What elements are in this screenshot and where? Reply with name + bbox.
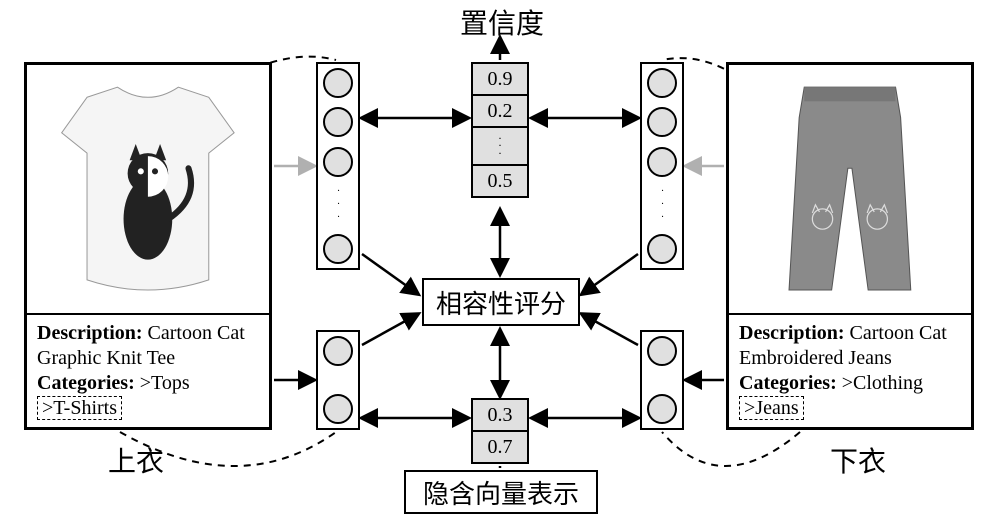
conf-value: 0.2 (471, 94, 529, 128)
top-item-card: Description: Cartoon Cat Graphic Knit Te… (24, 62, 272, 430)
bottom-item-image (729, 65, 971, 313)
bottom-item-label: 下衣 (830, 440, 886, 480)
latent-value: 0.3 (471, 398, 529, 432)
bottom-item-card: Description: Cartoon Cat Embroidered Jea… (726, 62, 974, 430)
cat-path: >Tops (140, 372, 190, 394)
cat-label: Categories: (37, 372, 135, 394)
bottom-item-text: Description: Cartoon Cat Embroidered Jea… (729, 313, 971, 427)
visual-feature-col-right: ··· (640, 62, 684, 270)
compatibility-box: 相容性评分 (422, 278, 580, 326)
conf-value: 0.5 (471, 164, 529, 198)
cat-label: Categories: (739, 372, 837, 394)
cat-final: >Jeans (739, 396, 804, 420)
jeans-icon (741, 77, 959, 300)
desc-label: Description: (37, 322, 143, 344)
tshirt-icon (39, 77, 257, 300)
confidence-values: 0.9 0.2 ··· 0.5 (471, 62, 529, 196)
latent-values: 0.3 0.7 (471, 398, 529, 462)
conf-value: 0.9 (471, 62, 529, 96)
category-feature-col-left (316, 330, 360, 430)
visual-feature-col-left: ··· (316, 62, 360, 270)
desc-label: Description: (739, 322, 845, 344)
top-item-label: 上衣 (108, 440, 164, 480)
category-feature-col-right (640, 330, 684, 430)
cat-path: >Clothing (842, 372, 923, 394)
latent-value: 0.7 (471, 430, 529, 464)
top-item-text: Description: Cartoon Cat Graphic Knit Te… (27, 313, 269, 427)
latent-vector-box: 隐含向量表示 (404, 470, 598, 514)
cat-final: >T-Shirts (37, 396, 122, 420)
confidence-label: 置信度 (460, 2, 544, 42)
conf-value-dots: ··· (471, 126, 529, 166)
top-item-image (27, 65, 269, 313)
